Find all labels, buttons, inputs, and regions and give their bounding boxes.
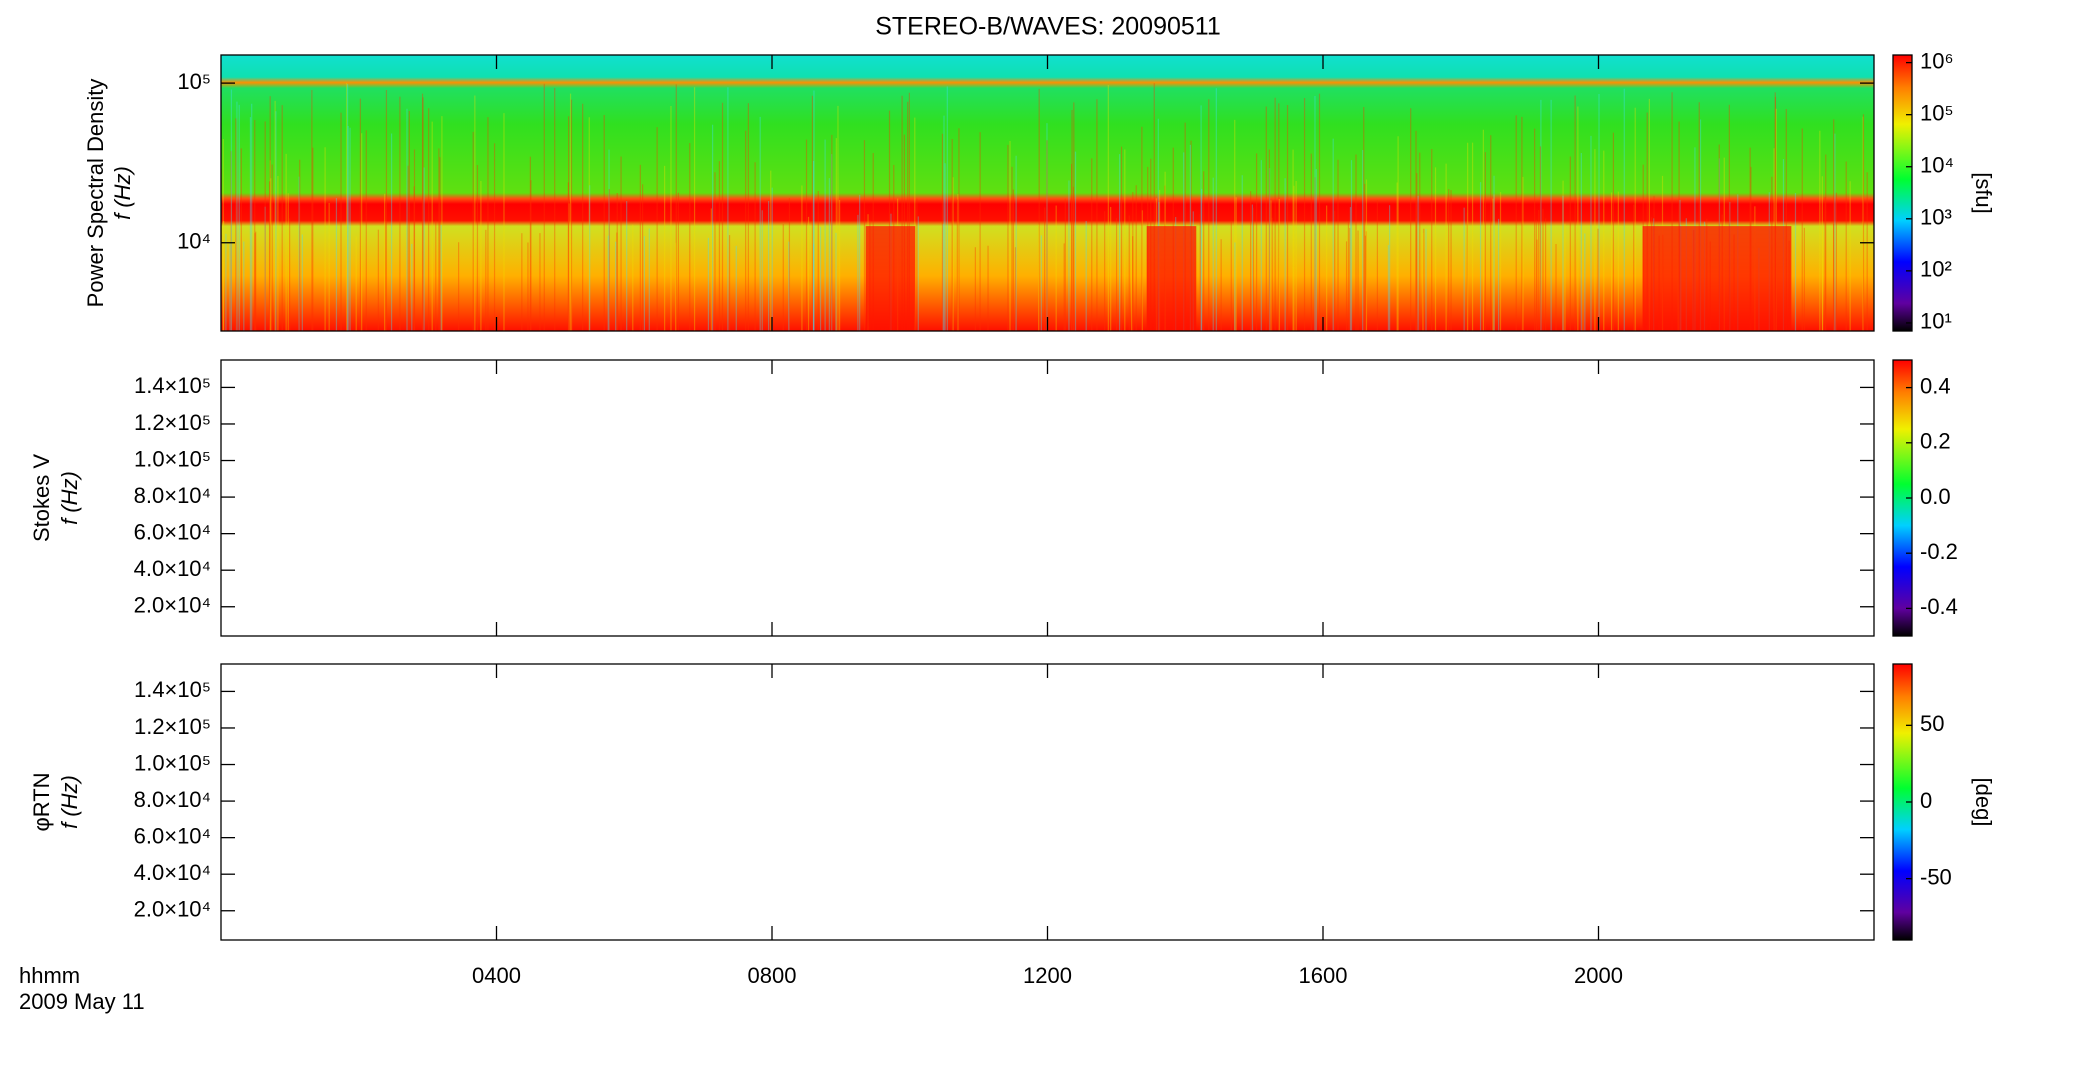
y-axis-title: Power Spectral Density bbox=[83, 79, 108, 308]
spectrogram-texture bbox=[220, 82, 1868, 331]
colorbar-tick-label: -50 bbox=[1920, 864, 1952, 889]
y-tick-label: 6.0×10⁴ bbox=[134, 519, 211, 544]
colorbar-tick-label: -0.4 bbox=[1920, 594, 1958, 619]
spectrogram bbox=[221, 55, 1874, 331]
x-tick-label: 1600 bbox=[1299, 963, 1348, 988]
y-tick-label: 1.4×10⁵ bbox=[134, 373, 211, 398]
colorbar-tick-label: 10⁵ bbox=[1920, 100, 1954, 125]
x-tick-label: 2000 bbox=[1574, 963, 1623, 988]
colorbar-tick-label: 10¹ bbox=[1920, 309, 1952, 334]
y-axis-title: φRTN bbox=[29, 772, 54, 831]
burst bbox=[1146, 226, 1197, 331]
colorbar-tick-label: 10³ bbox=[1920, 205, 1952, 230]
y-tick-label: 4.0×10⁴ bbox=[134, 556, 211, 581]
colorbar-label: [sfu] bbox=[1971, 172, 1996, 214]
colorbar-tick-label: 0.0 bbox=[1920, 484, 1951, 509]
y-tick-label: 1.4×10⁵ bbox=[134, 677, 211, 702]
y-tick-label: 2.0×10⁴ bbox=[134, 897, 211, 922]
y-tick-label: 8.0×10⁴ bbox=[134, 483, 211, 508]
y-tick-label: 10⁵ bbox=[177, 69, 211, 94]
burst bbox=[865, 226, 916, 331]
plot-frame bbox=[220, 663, 1875, 941]
y-tick-label: 4.0×10⁴ bbox=[134, 860, 211, 885]
colorbar-tick-label: 0.4 bbox=[1920, 373, 1951, 398]
colorbar-tick-label: 0 bbox=[1920, 788, 1932, 813]
y-axis-title: f (Hz) bbox=[57, 775, 82, 829]
y-tick-label: 1.2×10⁵ bbox=[134, 410, 211, 435]
y-tick-label: 1.0×10⁵ bbox=[134, 750, 211, 775]
colorbar-tick-label: 0.2 bbox=[1920, 429, 1951, 454]
y-axis-title: f (Hz) bbox=[57, 471, 82, 525]
y-tick-label: 8.0×10⁴ bbox=[134, 787, 211, 812]
y-tick-label: 2.0×10⁴ bbox=[134, 593, 211, 618]
x-tick-label: 1200 bbox=[1023, 963, 1072, 988]
colorbar-tick-label: 10² bbox=[1920, 257, 1952, 282]
plot-frame bbox=[220, 359, 1875, 637]
y-tick-label: 1.2×10⁵ bbox=[134, 714, 211, 739]
x-tick-label: 0400 bbox=[472, 963, 521, 988]
colorbar-tick-label: -0.2 bbox=[1920, 539, 1958, 564]
colorbar-tick-label: 10⁶ bbox=[1920, 48, 1954, 73]
y-tick-label: 10⁴ bbox=[177, 229, 211, 254]
colorbar-label: [deg] bbox=[1971, 778, 1996, 827]
date-label: 2009 May 11 bbox=[19, 989, 145, 1014]
y-tick-label: 6.0×10⁴ bbox=[134, 823, 211, 848]
y-axis-title: f (Hz) bbox=[110, 166, 135, 220]
colorbar-tick-label: 10⁴ bbox=[1920, 153, 1954, 178]
title: STEREO-B/WAVES: 20090511 bbox=[875, 13, 1221, 41]
burst bbox=[1642, 226, 1792, 331]
y-tick-label: 1.0×10⁵ bbox=[134, 446, 211, 471]
x-axis-label: hhmm bbox=[19, 963, 80, 988]
y-axis-title: Stokes V bbox=[29, 454, 54, 542]
colorbar-tick-label: 50 bbox=[1920, 711, 1944, 736]
colorbar bbox=[1892, 54, 1913, 332]
x-tick-label: 0800 bbox=[748, 963, 797, 988]
